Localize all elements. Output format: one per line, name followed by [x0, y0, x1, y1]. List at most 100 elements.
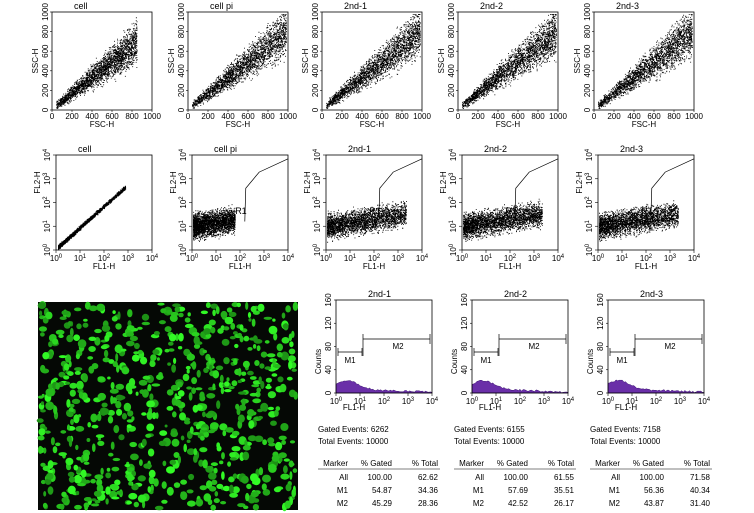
- panel-title: cell: [78, 144, 92, 154]
- cell-spot: [53, 377, 58, 381]
- table-cell: 34.36: [418, 486, 439, 495]
- cell-spot: [219, 460, 224, 465]
- y-tick-label: 40: [460, 365, 469, 374]
- x-tick-label: 600: [241, 112, 255, 121]
- table-cell: 40.34: [690, 486, 711, 495]
- cell-spot: [231, 380, 238, 387]
- cell-spot: [96, 413, 102, 422]
- cell-spot: [252, 398, 262, 404]
- cell-spot: [254, 360, 260, 366]
- cell-spot: [141, 438, 147, 447]
- cell-spot: [268, 325, 278, 335]
- cell-spot: [185, 365, 191, 370]
- y-tick-label: 600: [177, 44, 186, 58]
- y-tick-label: 0: [311, 107, 320, 112]
- y-tick-label: 200: [447, 83, 456, 97]
- cell-spot: [210, 359, 216, 364]
- tick-base: 10: [210, 254, 219, 263]
- plot-frame: [471, 299, 569, 394]
- cell-spot: [216, 483, 224, 489]
- cell-spot: [186, 353, 195, 361]
- cell-spot: [73, 334, 80, 342]
- cell-spot: [133, 501, 139, 508]
- marker-m2: [362, 334, 431, 356]
- tick-exponent: 3: [401, 254, 405, 260]
- cell-spot: [205, 333, 212, 339]
- cell-spot: [184, 420, 191, 425]
- cell-spot: [264, 366, 272, 370]
- x-axis-label: FSC-H: [226, 120, 251, 129]
- cell-spot: [198, 459, 204, 467]
- cell-spot: [177, 455, 181, 464]
- tick-exponent: 1: [83, 254, 87, 260]
- cell-spot: [70, 419, 74, 425]
- tick-base: 10: [43, 247, 52, 256]
- log-tick-label: 104: [552, 254, 565, 263]
- cell-spot: [186, 439, 191, 443]
- log-tick-label: 104: [179, 148, 188, 161]
- tick-base: 10: [179, 247, 188, 256]
- cell-spot: [82, 373, 88, 383]
- tick-exponent: 2: [243, 254, 247, 260]
- tick-exponent: 0: [465, 254, 469, 260]
- cell-spot: [208, 356, 212, 364]
- cell-spot: [90, 413, 98, 423]
- cell-spot: [258, 376, 262, 384]
- plot-frame: [321, 11, 423, 111]
- table-cell: 26.17: [554, 499, 575, 508]
- dot-cloud: [462, 14, 557, 109]
- table-cell: 100.00: [640, 473, 665, 482]
- cell-spot: [78, 391, 83, 399]
- cell-spot: [75, 444, 79, 451]
- tick-exponent: 1: [353, 254, 357, 260]
- gate-region: [514, 158, 559, 222]
- cell-spot: [94, 328, 102, 334]
- cell-spot: [195, 387, 203, 391]
- tick-base: 10: [234, 254, 243, 263]
- log-tick-label: 104: [416, 254, 429, 263]
- cell-spot: [239, 404, 247, 411]
- cell-spot: [228, 476, 235, 483]
- tick-base: 10: [98, 254, 107, 263]
- cell-spot: [169, 314, 178, 322]
- cell-spot: [96, 484, 104, 493]
- cell-spot: [208, 486, 217, 492]
- cell-spot: [247, 370, 254, 376]
- cell-spot: [278, 452, 287, 459]
- cell-spot: [208, 472, 217, 480]
- cell-spot: [221, 338, 230, 346]
- marker-label: M2: [528, 342, 540, 351]
- cell-spot: [131, 354, 140, 362]
- table-cell: All: [475, 473, 484, 482]
- cell-spot: [45, 311, 53, 320]
- panel-title: cell: [74, 1, 88, 11]
- cell-spot: [199, 485, 207, 491]
- cell-spot: [149, 393, 154, 401]
- cell-spot: [205, 412, 214, 419]
- table-header: % Total: [412, 459, 438, 468]
- cell-spot: [124, 463, 131, 468]
- cell-spot: [209, 364, 213, 371]
- cell-spot: [45, 388, 55, 397]
- cell-spot: [43, 447, 47, 454]
- cell-spot: [76, 323, 82, 330]
- cell-spot: [39, 310, 43, 317]
- y-tick-label: 40: [324, 365, 333, 374]
- tick-exponent: 4: [155, 254, 159, 260]
- cell-spot: [137, 326, 143, 330]
- cell-spot: [151, 412, 157, 420]
- log-tick-label: 100: [466, 397, 479, 406]
- cell-spot: [83, 452, 90, 462]
- cell-spot: [237, 414, 245, 423]
- y-axis-label: Counts: [586, 349, 595, 374]
- cell-spot: [281, 337, 290, 344]
- cell-spot: [105, 486, 111, 495]
- cell-spot: [203, 431, 209, 438]
- tick-base: 10: [146, 254, 155, 263]
- cell-spot: [40, 401, 45, 406]
- cell-spot: [126, 500, 132, 505]
- tick-base: 10: [313, 152, 322, 161]
- table-header: % Gated: [497, 459, 528, 468]
- cell-spot: [106, 467, 111, 472]
- cell-spot: [44, 478, 52, 485]
